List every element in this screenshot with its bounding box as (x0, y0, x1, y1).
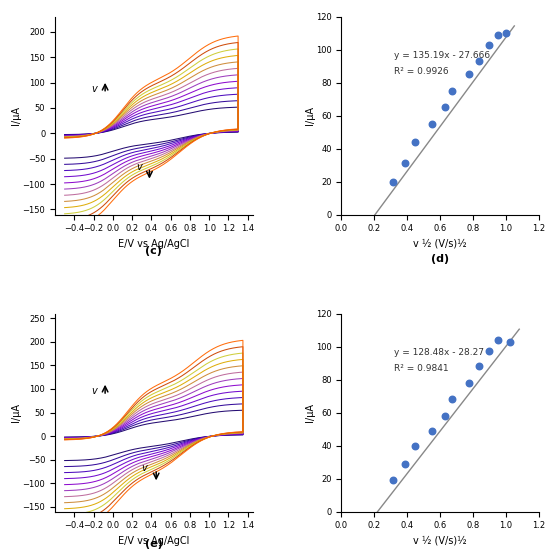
Text: (d): (d) (431, 254, 449, 264)
X-axis label: E/V vs Ag/AgCl: E/V vs Ag/AgCl (118, 536, 189, 546)
Y-axis label: I/μA: I/μA (11, 403, 21, 422)
Y-axis label: I/μA: I/μA (11, 106, 21, 125)
Point (401, 459, 410, 468)
Point (484, 347, 493, 356)
Point (475, 362, 483, 371)
Text: v: v (136, 162, 142, 172)
X-axis label: v ½ (V/s)½: v ½ (V/s)½ (414, 536, 467, 546)
Point (427, 119, 436, 128)
Point (448, 395, 456, 404)
Point (411, 441, 420, 450)
Text: v: v (92, 386, 97, 395)
Text: R² = 0.9926: R² = 0.9926 (394, 67, 449, 76)
Point (493, 336, 502, 344)
Point (484, 40, 493, 49)
Text: v: v (142, 463, 147, 473)
Point (389, 177, 398, 186)
Point (475, 57, 483, 65)
Point (502, 29, 510, 37)
Point (427, 426, 436, 435)
Text: v: v (92, 84, 97, 94)
Point (465, 70, 474, 79)
X-axis label: v ½ (V/s)½: v ½ (V/s)½ (414, 239, 467, 249)
Point (389, 476, 398, 485)
Text: (c): (c) (145, 246, 162, 256)
Y-axis label: I/μA: I/μA (305, 106, 315, 125)
Text: (e): (e) (145, 539, 163, 549)
Text: y = 135.19x - 27.666: y = 135.19x - 27.666 (394, 51, 490, 60)
Point (401, 159, 410, 168)
Y-axis label: I/μA: I/μA (305, 403, 315, 422)
Point (441, 103, 450, 112)
Point (465, 378, 474, 387)
Point (493, 30, 502, 39)
Text: y = 128.48x - 28.27: y = 128.48x - 28.27 (394, 348, 484, 357)
X-axis label: E/V vs Ag/AgCl: E/V vs Ag/AgCl (118, 239, 189, 249)
Text: R² = 0.9841: R² = 0.9841 (394, 364, 449, 373)
Point (448, 86, 456, 95)
Point (441, 411, 450, 420)
Point (411, 138, 420, 146)
Point (506, 337, 515, 346)
